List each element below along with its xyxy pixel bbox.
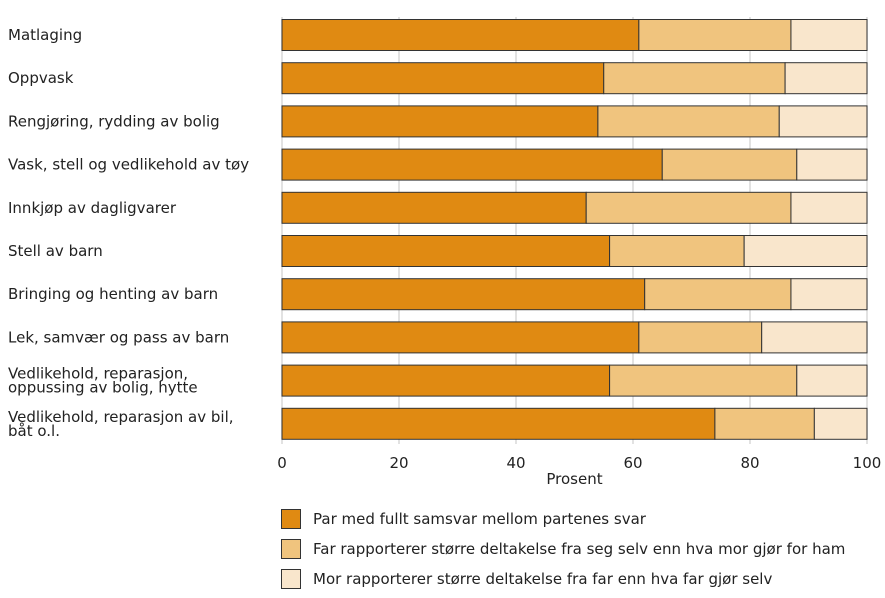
category-label-5: Stell av barn [8,242,103,260]
category-label-3: Vask, stell og vedlikehold av tøy [8,156,249,174]
bar-3-2 [797,149,867,180]
legend-label-0: Par med fullt samsvar mellom partenes sv… [313,510,646,528]
bar-9-0 [282,408,715,439]
x-tick-label-1: 20 [389,454,408,472]
legend-swatch-2 [281,569,301,589]
bar-1-2 [785,63,867,94]
bar-8-2 [797,365,867,396]
category-label-6: Bringing og henting av barn [8,285,218,303]
bar-8-1 [610,365,797,396]
bar-3-1 [662,149,797,180]
bar-6-2 [791,279,867,310]
bar-9-1 [715,408,814,439]
x-tick-label-3: 60 [623,454,642,472]
bar-1-1 [604,63,785,94]
bar-6-0 [282,279,645,310]
bar-2-2 [779,106,867,137]
bar-7-2 [762,322,867,353]
bar-9-2 [814,408,867,439]
bar-8-0 [282,365,610,396]
bar-2-0 [282,106,598,137]
bar-7-1 [639,322,762,353]
category-label-7: Lek, samvær og pass av barn [8,328,229,346]
legend: Par med fullt samsvar mellom partenes sv… [281,508,845,598]
x-tick-label-4: 80 [740,454,759,472]
bar-5-2 [744,236,867,267]
bar-0-2 [791,20,867,51]
bar-1-0 [282,63,604,94]
bar-0-0 [282,20,639,51]
bar-3-0 [282,149,662,180]
category-label-1: Oppvask [8,69,74,87]
category-label-9: Vedlikehold, reparasjon av bil, båt o.l. [8,408,234,440]
legend-item-2: Mor rapporterer større deltakelse fra fa… [281,568,845,590]
bar-0-1 [639,20,791,51]
legend-label-1: Far rapporterer større deltakelse fra se… [313,540,845,558]
legend-swatch-1 [281,539,301,559]
bar-4-2 [791,192,867,223]
bar-5-0 [282,236,610,267]
bar-2-1 [598,106,779,137]
category-label-8: Vedlikehold, reparasjon, oppussing av bol… [8,365,198,397]
x-tick-label-2: 40 [506,454,525,472]
bar-4-0 [282,192,586,223]
x-axis-title: Prosent [546,470,602,488]
x-tick-label-5: 100 [853,454,882,472]
bar-6-1 [645,279,791,310]
bar-7-0 [282,322,639,353]
category-label-2: Rengjøring, rydding av bolig [8,112,220,130]
category-label-4: Innkjøp av dagligvarer [8,199,177,217]
legend-item-0: Par med fullt samsvar mellom partenes sv… [281,508,845,530]
bar-4-1 [586,192,791,223]
category-label-0: Matlaging [8,26,82,44]
legend-label-2: Mor rapporterer større deltakelse fra fa… [313,570,772,588]
x-tick-label-0: 0 [277,454,287,472]
stacked-bar-chart: Matlaging Oppvask Rengjøring, rydding av b… [0,0,885,500]
legend-item-1: Far rapporterer større deltakelse fra se… [281,538,845,560]
bar-5-1 [610,236,745,267]
legend-swatch-0 [281,509,301,529]
